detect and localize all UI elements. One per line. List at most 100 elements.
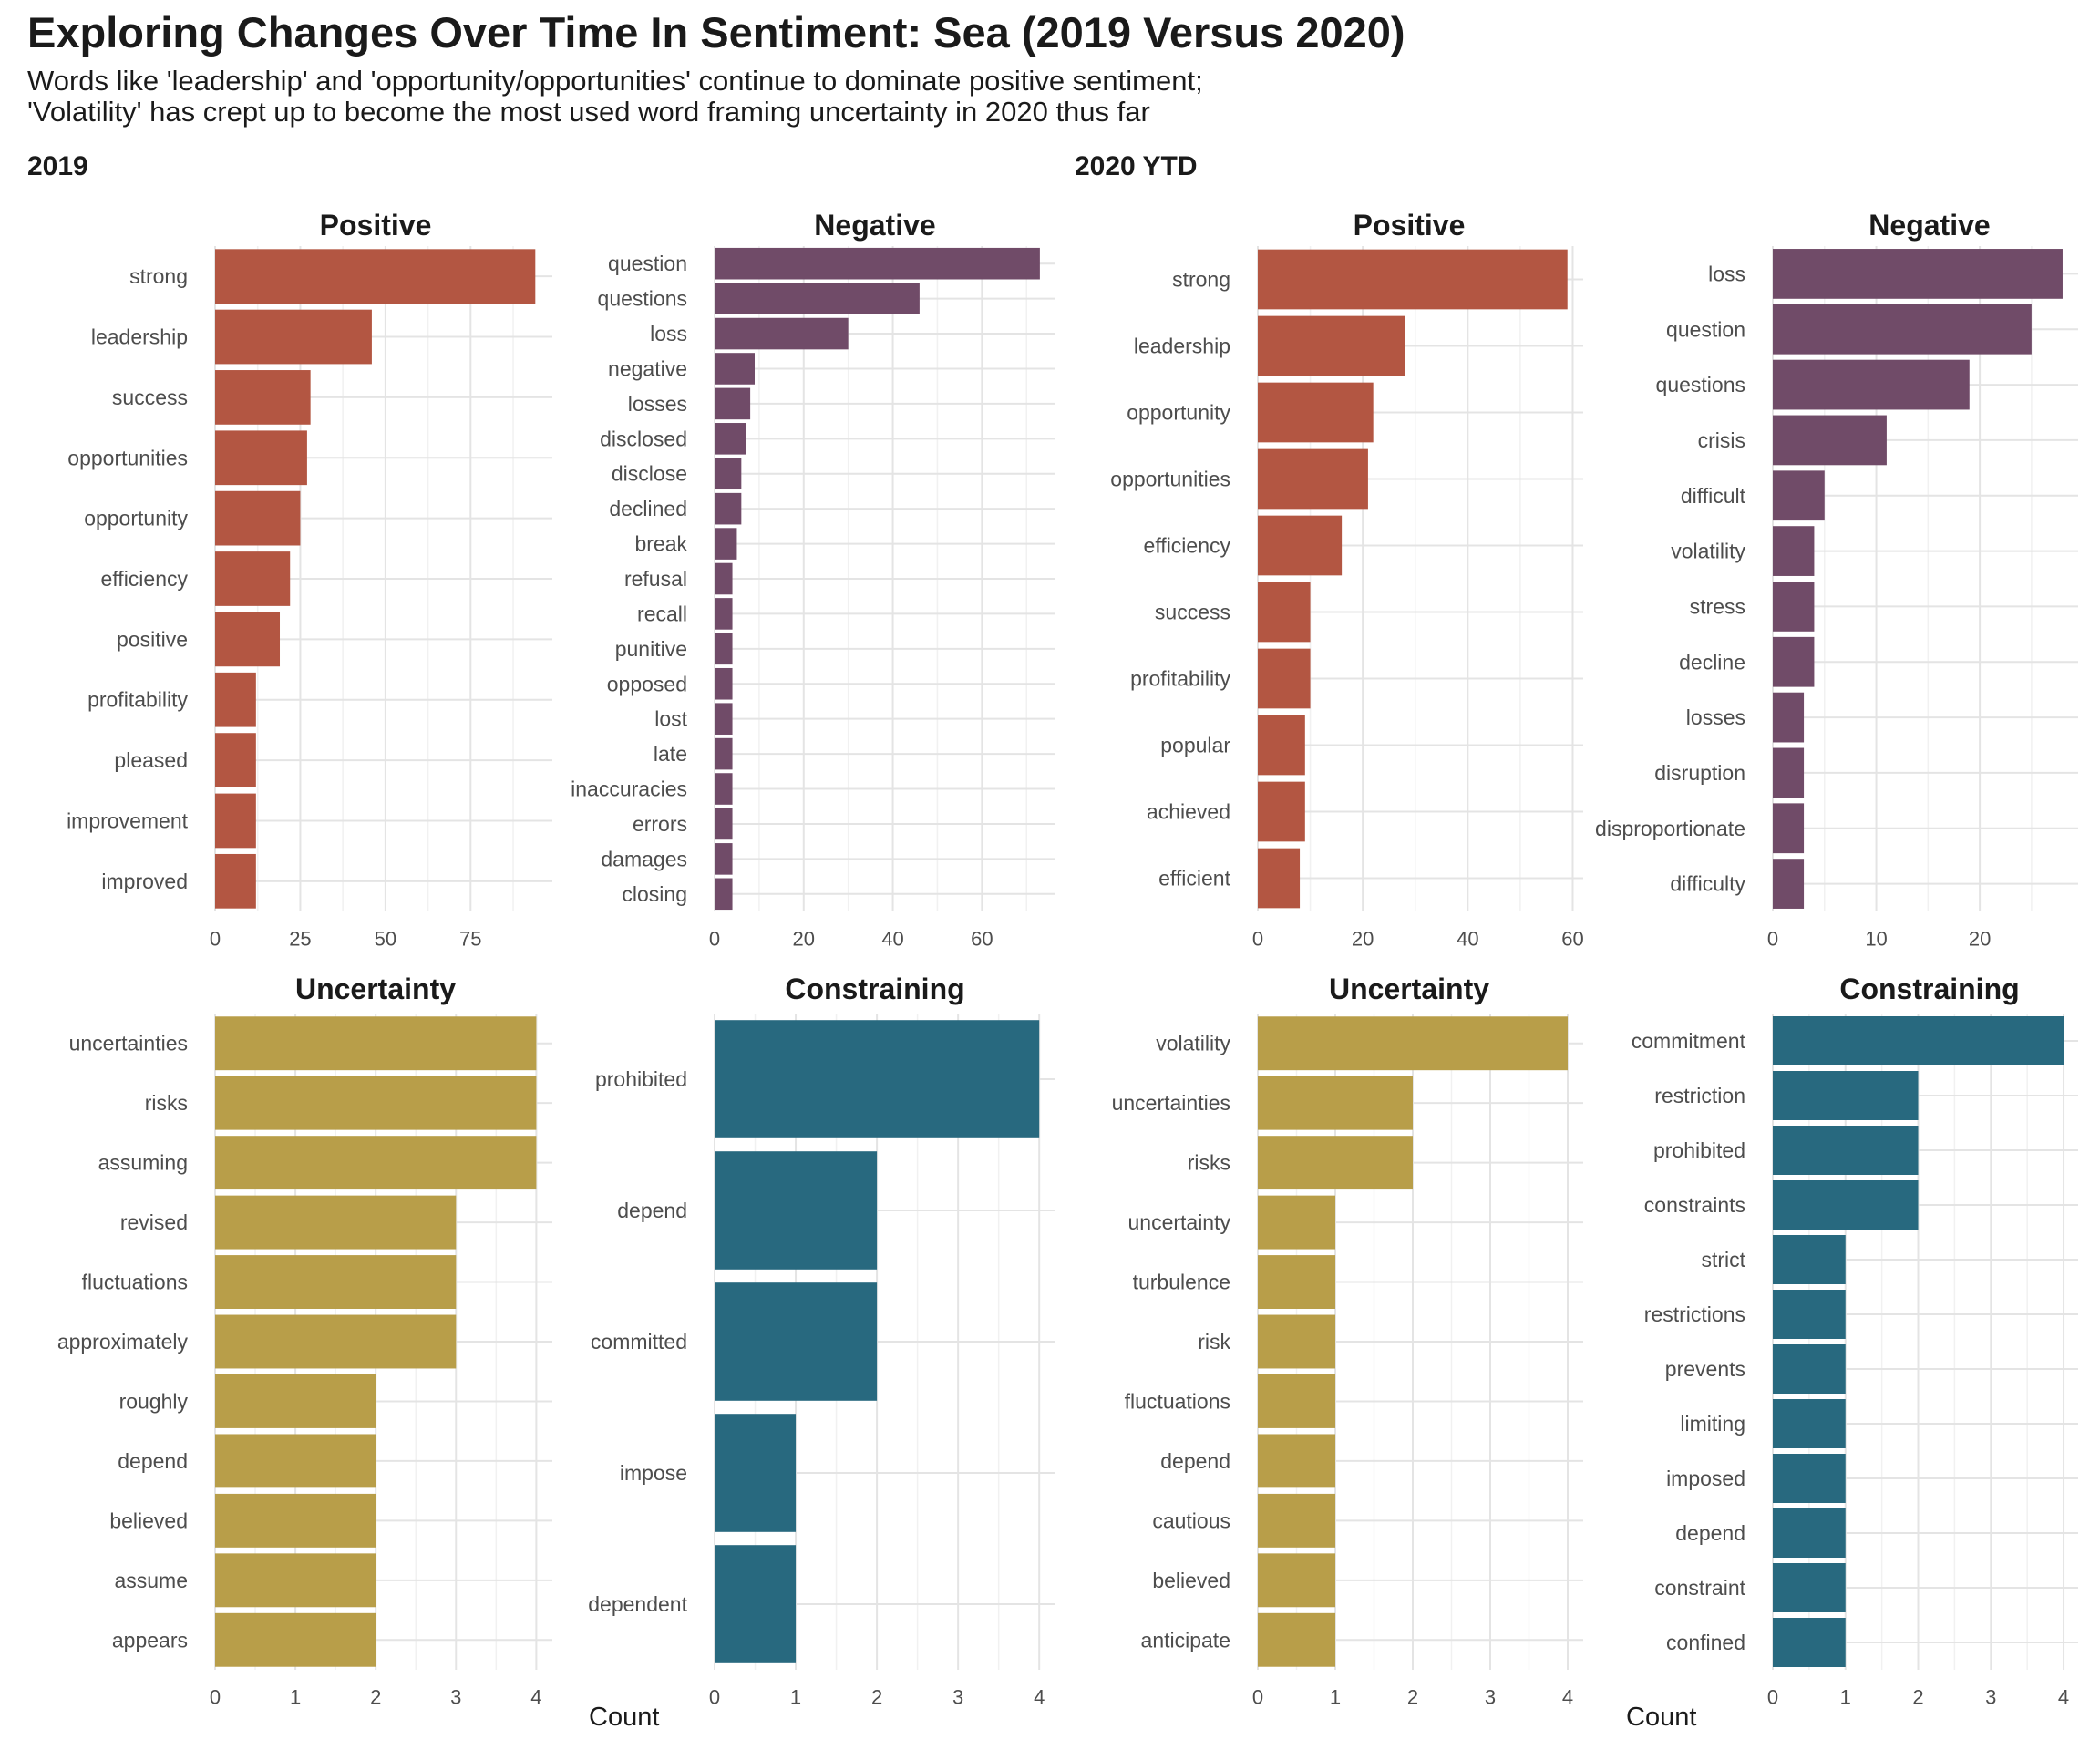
panel-2-category-label: lost — [654, 707, 687, 731]
panel-7-category-label: anticipate — [1141, 1628, 1230, 1652]
panel-5-bar — [215, 1493, 376, 1548]
panel-4-category-label: crisis — [1698, 428, 1745, 452]
panel-2-tick-label: 40 — [881, 928, 903, 951]
panel-4-category-label: losses — [1686, 705, 1745, 729]
panel-8-bar — [1773, 1126, 1919, 1175]
panel-7-category-label: depend — [1160, 1449, 1230, 1473]
panel-5-bar — [215, 1553, 376, 1608]
panel-7-bar — [1258, 1374, 1335, 1428]
panel-7-bar — [1258, 1255, 1335, 1309]
panel-4-category-label: loss — [1708, 262, 1745, 285]
subtitle-line-2: 'Volatility' has crept up to become the … — [27, 96, 1150, 128]
panel-8-bar — [1773, 1563, 1846, 1612]
panel-6-category-label: dependent — [588, 1592, 687, 1616]
panel-1-category-label: strong — [129, 264, 188, 288]
panel-2-category-label: disclosed — [600, 427, 687, 450]
panel-5-category-label: assume — [114, 1569, 188, 1592]
panel-5-bar — [215, 1612, 376, 1667]
panel-1-category-label: improved — [101, 870, 188, 893]
panel-8-tick-label: 4 — [2058, 1686, 2069, 1709]
panel-2-title: Negative — [814, 209, 935, 242]
panel-2-category-label: loss — [650, 322, 687, 345]
panel-2-category-label: errors — [633, 812, 687, 836]
panel-4-bar — [1773, 747, 1805, 798]
panel-1-bar — [215, 853, 256, 909]
panel-6-bar — [715, 1020, 1040, 1138]
panel-3-category-label: popular — [1160, 734, 1230, 757]
panel-3-category-label: opportunity — [1127, 401, 1230, 425]
panel-1-tick-label: 75 — [459, 928, 481, 951]
panel-7-bar — [1258, 1076, 1413, 1130]
panel-2-bar — [715, 458, 742, 490]
panel-5-category-label: uncertainties — [69, 1032, 188, 1055]
panel-2-bar — [715, 492, 742, 525]
panel-5-bar — [215, 1136, 537, 1190]
panel-6-bar — [715, 1151, 878, 1270]
panel-1-category-label: improvement — [67, 808, 189, 832]
panel-8-bar — [1773, 1290, 1846, 1339]
panel-7-tick-label: 3 — [1485, 1686, 1496, 1709]
panel-3-title: Positive — [1354, 209, 1466, 242]
panel-2-bar — [715, 353, 755, 385]
panel-7-bar — [1258, 1016, 1568, 1071]
panel-3-category-label: efficient — [1158, 867, 1230, 890]
panel-7-bar — [1258, 1136, 1413, 1190]
panel-7-title: Uncertainty — [1329, 973, 1489, 1005]
panel-5-category-label: fluctuations — [82, 1271, 188, 1294]
panel-8-category-label: strict — [1701, 1248, 1745, 1271]
panel-1-bar — [215, 672, 256, 727]
panel-3-bar — [1258, 715, 1305, 776]
panel-3-bar — [1258, 448, 1368, 510]
panel-4-category-label: disruption — [1654, 761, 1745, 785]
panel-1-category-label: opportunities — [67, 446, 188, 469]
panel-1-bar — [215, 793, 256, 849]
panel-6-tick-label: 1 — [790, 1686, 801, 1709]
panel-2-category-label: recall — [637, 602, 687, 625]
panel-2-category-label: late — [654, 742, 687, 766]
panel-8-category-label: prohibited — [1653, 1138, 1745, 1162]
panel-4-category-label: difficult — [1681, 484, 1746, 508]
panel-5-category-label: believed — [109, 1508, 188, 1532]
panel-2-bar — [715, 633, 733, 665]
panel-2-tick-label: 0 — [709, 928, 720, 951]
panel-3-bar — [1258, 648, 1311, 709]
panel-4-category-label: volatility — [1671, 540, 1745, 563]
panel-2-category-label: damages — [601, 847, 687, 870]
panel-3-category-label: profitability — [1130, 667, 1230, 691]
panel-2-bar — [715, 562, 733, 595]
panel-7-category-label: risks — [1188, 1151, 1230, 1175]
panel-1-tick-label: 50 — [375, 928, 396, 951]
panel-8-tick-label: 2 — [1912, 1686, 1923, 1709]
panel-7-category-label: risk — [1198, 1330, 1230, 1354]
panel-5-category-label: revised — [120, 1210, 188, 1234]
panel-4-bar — [1773, 470, 1825, 521]
panel-3-bar — [1258, 781, 1305, 842]
panel-4-tick-label: 0 — [1767, 928, 1778, 951]
panel-7-category-label: believed — [1152, 1569, 1230, 1592]
panel-4-bar — [1773, 249, 2063, 299]
panel-7-tick-label: 1 — [1330, 1686, 1341, 1709]
panel-1-bar — [215, 733, 256, 788]
panel-4-bar — [1773, 859, 1805, 909]
panel-6-category-label: committed — [591, 1330, 687, 1354]
panel-1-bar — [215, 490, 301, 546]
panel-2-category-label: opposed — [607, 672, 687, 695]
panel-5-tick-label: 2 — [370, 1686, 381, 1709]
panel-2-category-label: negative — [608, 356, 687, 380]
panel-5-tick-label: 3 — [450, 1686, 461, 1709]
panel-5-bar — [215, 1076, 537, 1130]
panel-5-bar — [215, 1255, 457, 1309]
panel-1-tick-label: 25 — [289, 928, 311, 951]
panel-5-category-label: depend — [118, 1449, 188, 1473]
panel-2-bar — [715, 247, 1040, 280]
panel-7-category-label: volatility — [1156, 1032, 1230, 1055]
panel-2-category-label: questions — [598, 287, 687, 311]
panel-2-tick-label: 60 — [971, 928, 993, 951]
panel-2-category-label: refusal — [624, 567, 687, 591]
panel-4-bar — [1773, 803, 1805, 854]
panel-3-category-label: opportunities — [1110, 468, 1230, 491]
panel-7-bar — [1258, 1553, 1335, 1608]
panel-6-bar — [715, 1545, 797, 1663]
panel-5-bar — [215, 1374, 376, 1428]
